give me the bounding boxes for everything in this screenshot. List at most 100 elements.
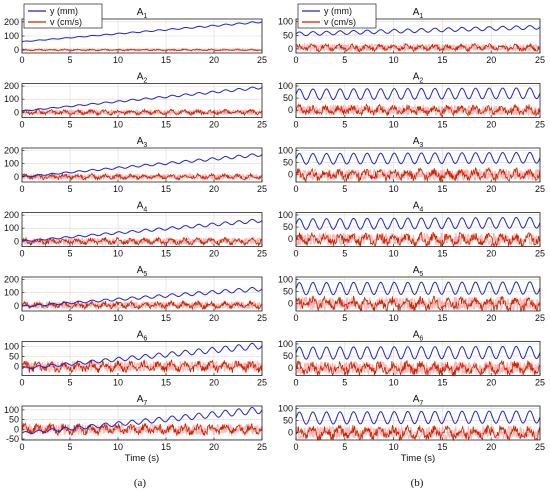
x-tick-label: 5 xyxy=(67,442,72,452)
axes-box xyxy=(295,405,541,441)
legend-box xyxy=(23,3,103,29)
series-v-line xyxy=(295,103,541,118)
x-tick-label: 20 xyxy=(209,184,219,194)
y-tick-label: 100 xyxy=(4,223,19,233)
y-tick-label: 100 xyxy=(278,145,293,155)
subplot-title-subscript: 2 xyxy=(143,78,147,85)
series-v-line xyxy=(21,236,263,247)
x-tick-label: 15 xyxy=(437,378,447,388)
y-tick-label: 100 xyxy=(278,210,293,220)
x-axis-label: Time (s) xyxy=(401,453,435,464)
x-tick-label: 15 xyxy=(437,442,447,452)
series-v-line xyxy=(21,422,263,437)
y-tick-label: 100 xyxy=(4,94,19,104)
x-tick-label: 10 xyxy=(389,249,399,259)
y-tick-label: 0 xyxy=(288,105,293,115)
x-tick-label: 20 xyxy=(486,120,496,130)
x-tick-label: 10 xyxy=(113,120,123,130)
x-tick-label: 0 xyxy=(19,184,24,194)
y-tick-label: 50 xyxy=(283,351,293,361)
x-tick-label: 25 xyxy=(535,55,545,65)
axes-box xyxy=(21,341,263,376)
axes-box xyxy=(21,276,263,312)
y-tick-label: 100 xyxy=(4,159,19,169)
subplot-title-subscript: 1 xyxy=(143,13,147,20)
subplot-title-subscript: 5 xyxy=(143,271,147,278)
x-tick-label: 0 xyxy=(19,249,24,259)
x-tick-label: 5 xyxy=(67,120,72,130)
series-v-line xyxy=(21,359,263,374)
subplot-title-subscript: 1 xyxy=(419,13,423,20)
subplot-title: A7 xyxy=(137,394,148,407)
series-v-envelope xyxy=(295,103,541,117)
series-y-line xyxy=(295,24,541,37)
y-tick-label: 50 xyxy=(9,352,19,362)
series-v-line xyxy=(295,424,541,442)
y-tick-label: 100 xyxy=(4,31,19,41)
y-tick-label: 0 xyxy=(288,234,293,244)
axes-box xyxy=(295,18,541,54)
x-tick-label: 0 xyxy=(293,184,298,194)
series-y-line xyxy=(295,87,541,101)
y-tick-label: 50 xyxy=(283,222,293,232)
subplot-title-subscript: 3 xyxy=(419,142,423,149)
x-tick-label: 15 xyxy=(161,184,171,194)
x-tick-label: 25 xyxy=(535,378,545,388)
x-tick-label: 15 xyxy=(161,249,171,259)
x-tick-label: 15 xyxy=(161,55,171,65)
y-tick-label: 50 xyxy=(283,287,293,297)
y-tick-label: 50 xyxy=(283,416,293,426)
subplot-title-subscript: 6 xyxy=(143,336,147,343)
x-tick-label: 10 xyxy=(113,378,123,388)
x-tick-label: 5 xyxy=(342,249,347,259)
x-tick-label: 10 xyxy=(113,313,123,323)
subplot-b-A7: A7 0 5 10 15 20 25 0 50 100 Time (s) xyxy=(278,394,545,464)
x-tick-label: 15 xyxy=(161,378,171,388)
x-tick-label: 15 xyxy=(437,313,447,323)
x-tick-label: 20 xyxy=(486,442,496,452)
series-y-line xyxy=(295,345,541,360)
x-tick-label: 10 xyxy=(113,184,123,194)
x-tick-label: 20 xyxy=(486,249,496,259)
subplot-title-base: A xyxy=(137,265,144,276)
axes-box xyxy=(295,341,541,376)
subplot-title-subscript: 4 xyxy=(419,207,423,214)
x-tick-label: 15 xyxy=(437,184,447,194)
y-tick-label: 100 xyxy=(4,288,19,298)
x-tick-label: 15 xyxy=(437,120,447,130)
subplot-title-base: A xyxy=(413,330,420,341)
y-tick-label: 200 xyxy=(4,17,19,27)
x-tick-label: 5 xyxy=(342,442,347,452)
subplot-title-base: A xyxy=(413,265,420,276)
y-tick-label: 0 xyxy=(14,362,19,372)
x-tick-label: 0 xyxy=(293,249,298,259)
x-tick-label: 20 xyxy=(486,313,496,323)
x-tick-label: 20 xyxy=(486,184,496,194)
x-tick-label: 25 xyxy=(257,378,267,388)
subplot-title-base: A xyxy=(413,136,420,147)
x-tick-label: 5 xyxy=(342,313,347,323)
subplot-title: A1 xyxy=(137,7,148,20)
subplot-title-base: A xyxy=(413,201,420,212)
x-tick-label: 10 xyxy=(389,442,399,452)
legend: y (mm)v (cm/s) xyxy=(297,3,377,29)
subplot-title: A4 xyxy=(413,201,424,214)
x-tick-label: 5 xyxy=(67,378,72,388)
x-tick-label: 10 xyxy=(389,313,399,323)
x-tick-label: 25 xyxy=(257,249,267,259)
y-tick-label: 0 xyxy=(14,424,19,434)
x-tick-label: 5 xyxy=(67,55,72,65)
axes-box xyxy=(21,405,263,441)
subplot-a-A3: A3 0 5 10 15 20 25 0 100 200 xyxy=(4,136,267,194)
subplot-title-subscript: 6 xyxy=(419,336,423,343)
x-tick-label: 25 xyxy=(257,55,267,65)
series-y-line xyxy=(295,151,541,165)
x-tick-label: 25 xyxy=(257,184,267,194)
series-v-line xyxy=(295,166,541,184)
subplot-title-base: A xyxy=(413,7,420,18)
x-tick-label: 0 xyxy=(19,442,24,452)
